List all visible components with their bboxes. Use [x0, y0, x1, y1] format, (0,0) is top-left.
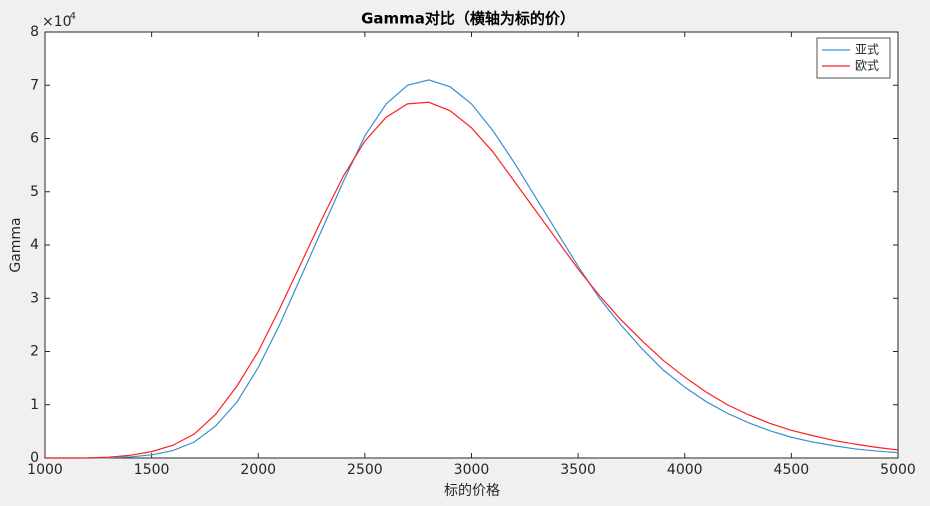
x-tick-label: 3500 — [560, 462, 596, 478]
legend-label: 欧式 — [855, 59, 879, 73]
y-tick-label: 3 — [30, 290, 39, 306]
axes-box — [44, 31, 899, 459]
y-exponent-base: ×10 — [42, 14, 72, 30]
y-tick-label: 5 — [30, 184, 39, 200]
x-tick-label: 1500 — [134, 462, 170, 478]
x-tick-label: 2500 — [347, 462, 383, 478]
y-tick-label: 2 — [30, 344, 39, 360]
y-tick-label: 6 — [30, 131, 39, 147]
y-exponent-power: -4 — [66, 11, 76, 22]
legend-label: 亚式 — [855, 43, 879, 57]
x-tick-label: 2000 — [240, 462, 276, 478]
y-axis-label: Gamma — [8, 217, 24, 272]
legend-box — [816, 37, 891, 79]
y-tick-label: 0 — [30, 450, 39, 466]
y-tick-label: 4 — [30, 237, 39, 253]
y-tick-label: 1 — [30, 397, 39, 413]
chart-title: Gamma对比（横轴为标的价） — [361, 10, 575, 28]
x-tick-label: 3000 — [454, 462, 490, 478]
x-tick-label: 4000 — [667, 462, 703, 478]
series-line — [45, 79, 899, 459]
x-tick-label: 5000 — [880, 462, 916, 478]
y-tick-label: 7 — [30, 77, 39, 93]
x-axis-label: 标的价格 — [444, 483, 500, 499]
plot-area — [45, 32, 898, 458]
y-tick-label: 8 — [30, 24, 39, 40]
x-tick-label: 4500 — [774, 462, 810, 478]
series-line — [45, 101, 899, 459]
x-tick-label: 1000 — [27, 462, 63, 478]
